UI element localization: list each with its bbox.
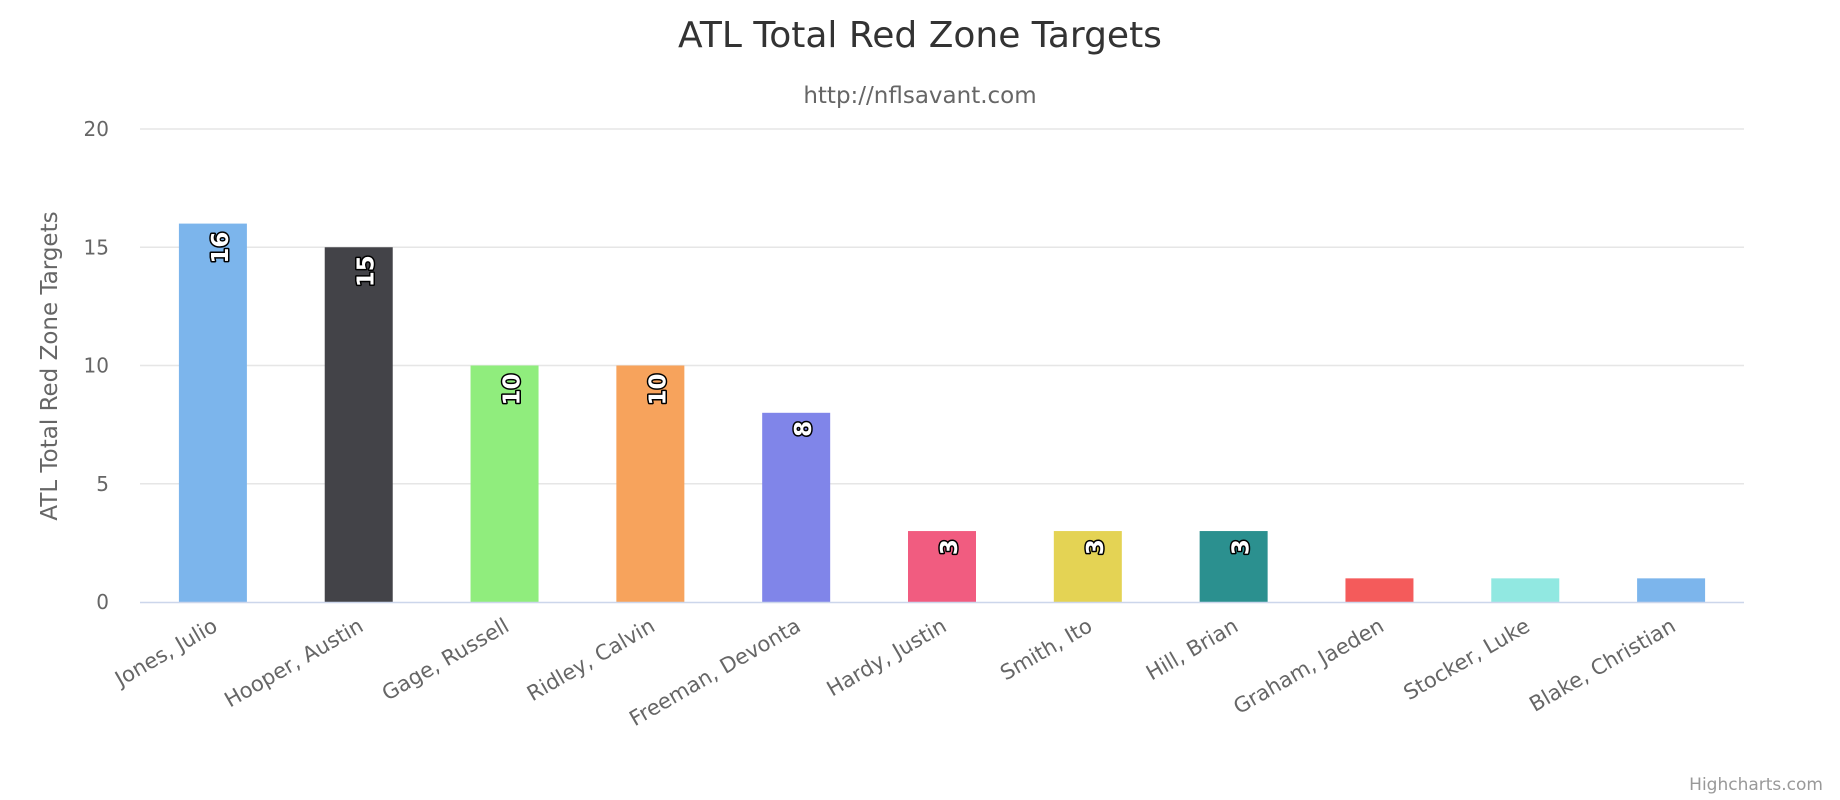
x-tick-label: Smith, Ito xyxy=(996,614,1096,686)
y-axis-ticks: 0 5 10 15 20 xyxy=(84,117,109,614)
x-tick-label: Gage, Russell xyxy=(378,614,513,706)
bar[interactable] xyxy=(908,531,976,602)
x-tick-label: Hooper, Austin xyxy=(220,614,367,713)
bar[interactable] xyxy=(1199,531,1268,602)
y-tick-label: 10 xyxy=(84,354,109,378)
y-tick-label: 0 xyxy=(96,590,109,614)
data-labels: 16 15 10 10 8 3 3 3 xyxy=(206,230,1256,556)
bar[interactable] xyxy=(1345,578,1414,602)
data-label: 8 xyxy=(791,421,817,437)
y-tick-label: 5 xyxy=(96,472,109,496)
data-label: 3 xyxy=(1229,539,1255,555)
data-label: 15 xyxy=(354,255,380,287)
data-label: 10 xyxy=(500,374,526,406)
bar[interactable] xyxy=(1053,531,1122,602)
y-tick-label: 15 xyxy=(84,235,109,259)
data-label: 3 xyxy=(937,539,963,555)
data-label: 3 xyxy=(1083,539,1109,555)
y-axis-title: ATL Total Red Zone Targets xyxy=(37,211,63,520)
data-label: 16 xyxy=(208,232,234,264)
x-tick-label: Ridley, Calvin xyxy=(523,614,659,706)
x-tick-label: Stocker, Luke xyxy=(1399,614,1533,705)
bar[interactable] xyxy=(1491,578,1560,602)
grid-lines xyxy=(140,128,1744,485)
x-tick-label: Blake, Christian xyxy=(1525,614,1679,717)
bar[interactable] xyxy=(762,412,831,602)
bar[interactable] xyxy=(1637,578,1706,602)
data-label: 10 xyxy=(645,374,671,406)
credits-link[interactable]: Highcharts.com xyxy=(1689,775,1823,795)
bar[interactable] xyxy=(324,247,393,602)
y-tick-label: 20 xyxy=(84,117,109,141)
x-tick-label: Hill, Brian xyxy=(1142,614,1242,686)
chart-title: ATL Total Red Zone Targets xyxy=(678,15,1162,56)
bars xyxy=(178,223,1706,603)
x-tick-label: Graham, Jaeden xyxy=(1229,614,1388,719)
bar[interactable] xyxy=(178,223,247,602)
chart-subtitle: http://nflsavant.com xyxy=(803,83,1036,109)
x-tick-label: Hardy, Justin xyxy=(823,614,951,702)
bar[interactable] xyxy=(616,365,685,603)
x-tick-label: Jones, Julio xyxy=(109,614,221,693)
bar[interactable] xyxy=(470,365,539,603)
